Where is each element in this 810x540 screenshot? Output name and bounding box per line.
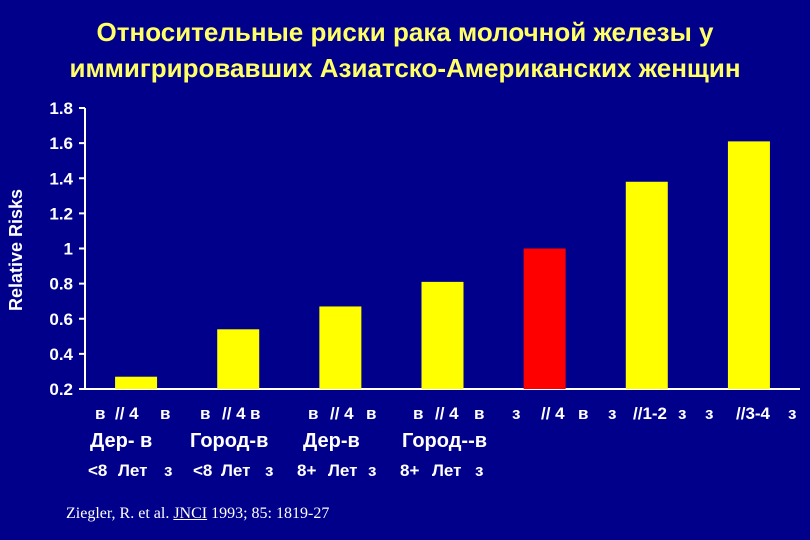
y-tick-label: 1.4: [49, 169, 73, 188]
x-category-label: // 4: [115, 404, 139, 423]
source-citation: Ziegler, R. et al. JNCI 1993; 85: 1819-2…: [66, 505, 329, 523]
x-category-label: з: [678, 404, 686, 423]
x-category-label: // 4: [222, 404, 246, 423]
y-axis-label: Relative Risks: [6, 189, 26, 311]
x-category-label: з: [475, 461, 483, 480]
x-category-label: з: [265, 461, 273, 480]
y-tick-label: 1.6: [49, 134, 73, 153]
x-category-label: з: [705, 404, 713, 423]
x-category-label: // 4: [541, 404, 565, 423]
x-category-label: в: [95, 404, 105, 423]
y-tick-label: 0.4: [49, 345, 73, 364]
x-category-label: // 4: [330, 404, 354, 423]
x-category-label: Лет: [221, 461, 250, 480]
x-category-label: Лет: [328, 461, 357, 480]
bar: [625, 181, 668, 389]
x-category-label: Лет: [432, 461, 461, 480]
x-category-label: //1-2: [633, 404, 667, 423]
y-tick-label: 0.2: [49, 380, 73, 399]
x-category-label: з: [368, 461, 376, 480]
x-category-label: в: [413, 404, 423, 423]
x-category-label: в: [578, 404, 588, 423]
x-category-label: Город--в: [402, 430, 487, 452]
x-category-label: з: [608, 404, 616, 423]
y-tick-label: 0.8: [49, 275, 73, 294]
bar: [727, 141, 770, 389]
x-category-label: <8: [193, 461, 212, 480]
x-category-label: в: [160, 404, 170, 423]
x-category-label: <8: [88, 461, 107, 480]
x-category-label: 8+: [297, 461, 316, 480]
chart-title-line-1: Относительные риски рака молочной железы…: [96, 17, 714, 47]
x-category-label: в: [250, 404, 260, 423]
bar: [523, 248, 566, 389]
bar: [217, 329, 260, 389]
x-category-label: в: [308, 404, 318, 423]
source-details: 1993; 85: 1819-27: [211, 505, 330, 522]
x-category-label: з: [788, 404, 796, 423]
x-category-label: в: [366, 404, 376, 423]
bar: [319, 306, 362, 389]
x-category-label: з: [512, 404, 520, 423]
x-category-label: //3-4: [736, 404, 771, 423]
x-category-label: в: [200, 404, 210, 423]
x-category-label: Город-в: [190, 430, 268, 452]
x-category-label: Дер-в: [303, 430, 360, 452]
source-authors: Ziegler, R. et al.: [66, 505, 170, 522]
y-tick-label: 1.2: [49, 204, 73, 223]
x-category-label: // 4: [435, 404, 459, 423]
y-tick-label: 1.8: [49, 99, 73, 118]
x-category-label: 8+: [400, 461, 419, 480]
chart-title-line-2: иммигрировавших Азиатско-Американских же…: [69, 53, 741, 83]
y-tick-label: 1: [64, 240, 73, 259]
bar: [421, 281, 464, 389]
bar: [115, 376, 158, 389]
x-category-label: в: [474, 404, 484, 423]
x-category-label: Дер- в: [90, 430, 152, 452]
x-category-label: Лет: [118, 461, 147, 480]
x-category-label: з: [164, 461, 172, 480]
y-tick-label: 0.6: [49, 310, 73, 329]
source-journal: JNCI: [173, 505, 208, 522]
